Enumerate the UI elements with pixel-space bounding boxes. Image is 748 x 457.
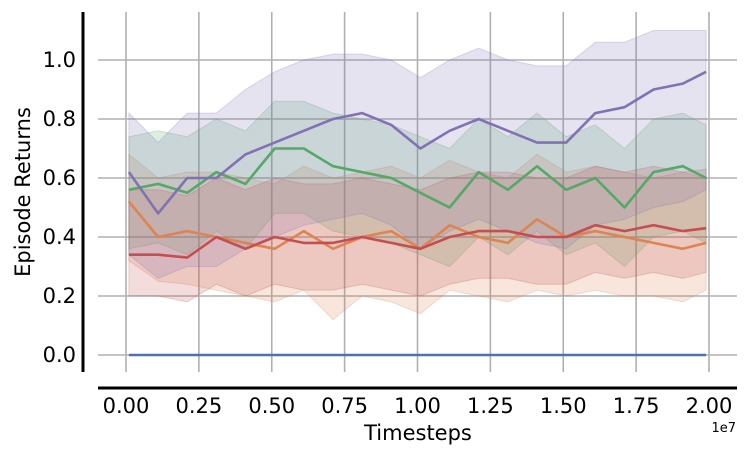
y-tick-label: 0.4 (43, 225, 76, 249)
series-3-line (128, 223, 707, 259)
x-tick-label: 1.00 (394, 394, 441, 418)
x-tick-label: 0.75 (321, 394, 368, 418)
x-tick-label: 1.50 (540, 394, 587, 418)
x-tick-label: 2.00 (686, 394, 733, 418)
axes (81, 12, 737, 390)
series-4-line (127, 70, 707, 215)
x-tick-label: 1.75 (613, 394, 660, 418)
y-tick-label: 0.0 (43, 343, 76, 367)
y-tick-label: 0.8 (43, 107, 76, 131)
tick-labels: 0.00 0.25 0.50 0.75 1.00 1.25 1.50 1.75 2.00 0.0 0… (43, 48, 733, 418)
series-1-band (128, 153, 707, 321)
y-tick-label: 0.6 (43, 166, 76, 190)
x-tick-label: 0.50 (248, 394, 295, 418)
x-axis-title: Timesteps (363, 421, 472, 445)
series-lines (127, 70, 707, 357)
x-tick-label: 1.25 (467, 394, 514, 418)
series-3-band (128, 165, 707, 303)
y-axis-title: Episode Returns (11, 107, 35, 277)
x-tick-label: 0.25 (175, 394, 222, 418)
series-4-band (128, 30, 707, 279)
x-offset-label: 1e7 (711, 421, 736, 436)
confidence-bands (128, 30, 707, 356)
series-2-line (128, 147, 707, 209)
x-tick-label: 0.00 (103, 394, 150, 418)
y-tick-label: 1.0 (43, 48, 76, 72)
y-tick-label: 0.2 (43, 284, 76, 308)
